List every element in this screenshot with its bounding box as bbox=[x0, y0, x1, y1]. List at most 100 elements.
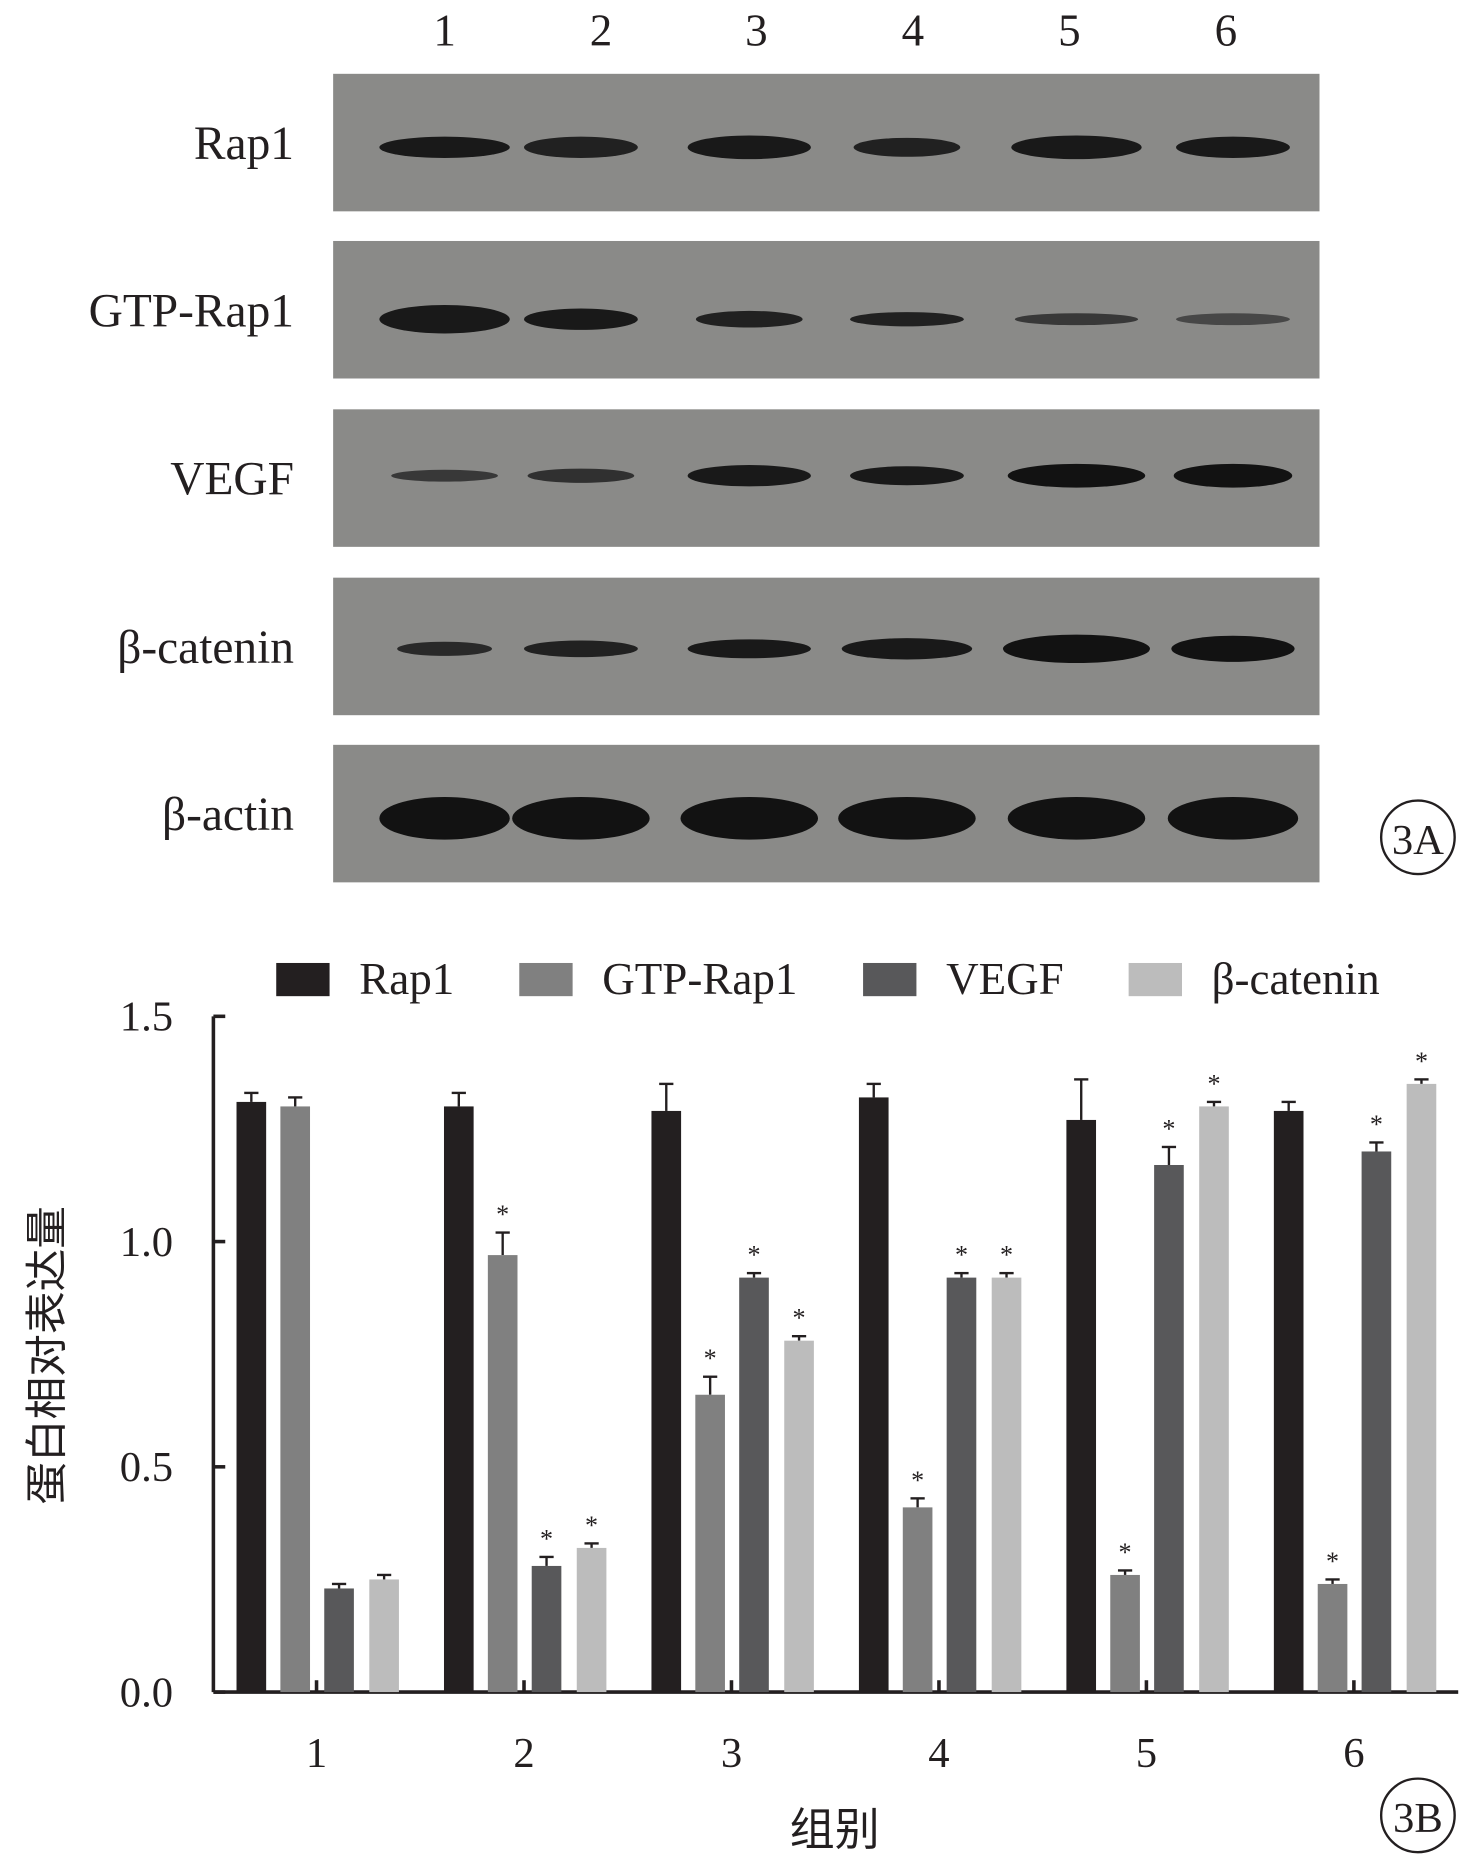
legend-swatch bbox=[276, 962, 330, 997]
protein-band bbox=[1007, 463, 1146, 488]
legend-label: GTP-Rap1 bbox=[602, 954, 797, 1004]
bar-gtp-rap1 bbox=[695, 1394, 725, 1693]
protein-band bbox=[850, 312, 964, 327]
significance-star: * bbox=[585, 1511, 598, 1540]
protein-band bbox=[391, 469, 498, 482]
protein-band bbox=[512, 796, 650, 840]
protein-band bbox=[850, 466, 964, 486]
panel-label-3b: 3B bbox=[1379, 1777, 1456, 1854]
significance-star: * bbox=[1000, 1241, 1013, 1270]
y-axis-label: 蛋白相对表达量 bbox=[23, 1206, 73, 1505]
bar-rap1 bbox=[1066, 1119, 1097, 1693]
significance-star: * bbox=[1207, 1069, 1220, 1098]
blot-row-label: β-catenin bbox=[117, 622, 294, 674]
panel-label-3a-text: 3A bbox=[1392, 817, 1444, 864]
protein-band bbox=[1173, 463, 1293, 488]
protein-band bbox=[687, 465, 811, 487]
lane-label: 1 bbox=[433, 5, 456, 55]
bar--catenin bbox=[576, 1547, 607, 1693]
protein-band bbox=[379, 136, 510, 158]
blot-strip bbox=[333, 240, 1320, 379]
significance-star: * bbox=[1326, 1547, 1339, 1576]
lane-label: 5 bbox=[1058, 5, 1081, 55]
significance-star: * bbox=[540, 1524, 553, 1553]
bar-vegf bbox=[739, 1277, 769, 1693]
x-tick-label: 3 bbox=[721, 1730, 742, 1777]
x-tick-label: 1 bbox=[306, 1730, 327, 1777]
bar-vegf bbox=[1154, 1164, 1184, 1693]
y-tick-label: 0.0 bbox=[120, 1669, 173, 1716]
protein-band bbox=[524, 136, 638, 158]
bar-rap1 bbox=[651, 1110, 682, 1693]
bar-vegf bbox=[946, 1277, 977, 1693]
protein-band bbox=[687, 135, 811, 160]
y-tick-label: 1.5 bbox=[120, 994, 173, 1041]
significance-star: * bbox=[1119, 1538, 1132, 1567]
blot-strip bbox=[333, 577, 1320, 716]
lane-label: 2 bbox=[590, 5, 613, 55]
significance-star: * bbox=[704, 1344, 717, 1373]
bar--catenin bbox=[1199, 1106, 1229, 1693]
legend-label: β-catenin bbox=[1212, 954, 1380, 1004]
legend-label: VEGF bbox=[946, 954, 1064, 1004]
protein-band bbox=[841, 638, 973, 660]
protein-band bbox=[379, 796, 510, 840]
legend-label: Rap1 bbox=[359, 954, 454, 1004]
blot-row-label: VEGF bbox=[170, 454, 294, 506]
bar--catenin bbox=[784, 1340, 814, 1693]
bar--catenin bbox=[991, 1277, 1022, 1693]
bar-vegf bbox=[1361, 1151, 1392, 1693]
protein-band bbox=[695, 310, 803, 328]
legend-swatch bbox=[1128, 962, 1182, 997]
x-axis-label: 组别 bbox=[790, 1803, 880, 1856]
blot-row-label: GTP-Rap1 bbox=[89, 285, 294, 337]
bar-rap1 bbox=[858, 1097, 889, 1693]
y-tick-label: 0.5 bbox=[120, 1444, 173, 1491]
significance-star: * bbox=[747, 1241, 760, 1270]
protein-band bbox=[853, 137, 961, 157]
x-tick-label: 4 bbox=[928, 1730, 949, 1777]
protein-band bbox=[1007, 796, 1146, 840]
protein-band bbox=[527, 468, 635, 483]
lane-label: 3 bbox=[745, 5, 768, 55]
blot-row-label: Rap1 bbox=[194, 118, 294, 170]
western-blot-panel: 1 2 3 4 5 6 Rap1 GTP-Rap1 VEGF β-catenin β-actin bbox=[89, 5, 1320, 883]
significance-star: * bbox=[496, 1200, 509, 1229]
bar-rap1 bbox=[443, 1106, 474, 1693]
protein-band bbox=[1176, 313, 1290, 326]
blot-strip bbox=[333, 409, 1320, 547]
bar-rap1 bbox=[236, 1101, 267, 1693]
significance-star: * bbox=[1162, 1114, 1175, 1143]
legend-swatch bbox=[519, 962, 573, 997]
lane-label: 6 bbox=[1215, 5, 1238, 55]
significance-star: * bbox=[1415, 1047, 1428, 1076]
protein-band bbox=[1011, 135, 1142, 160]
protein-band bbox=[397, 641, 492, 656]
bar--catenin bbox=[1406, 1083, 1437, 1693]
protein-band bbox=[687, 639, 811, 659]
protein-band bbox=[1167, 796, 1299, 840]
blot-row-label: β-actin bbox=[162, 789, 294, 841]
protein-band bbox=[379, 304, 510, 334]
protein-band bbox=[524, 308, 638, 330]
bar-chart: 0.0 0.5 1.0 1.5 1 2 3 4 5 6 * * * * * * * * * * * * * * * Rap1 GTP… bbox=[23, 954, 1459, 1856]
protein-band bbox=[1002, 634, 1150, 664]
bar-vegf bbox=[324, 1588, 354, 1693]
legend-swatch bbox=[863, 962, 917, 997]
panel-label-3b-text: 3B bbox=[1393, 1795, 1443, 1842]
protein-band bbox=[524, 640, 638, 658]
x-tick-label: 2 bbox=[513, 1730, 534, 1777]
panel-label-3a: 3A bbox=[1379, 799, 1456, 876]
bar-rap1 bbox=[1273, 1110, 1304, 1693]
bar-gtp-rap1 bbox=[1317, 1583, 1348, 1693]
y-tick-label: 1.0 bbox=[120, 1219, 173, 1266]
protein-band bbox=[1176, 136, 1290, 158]
lane-label: 4 bbox=[902, 5, 925, 55]
bar-gtp-rap1 bbox=[1110, 1574, 1140, 1693]
significance-star: * bbox=[1370, 1110, 1383, 1139]
protein-band bbox=[838, 796, 976, 840]
protein-band bbox=[1171, 635, 1295, 662]
x-tick-label: 6 bbox=[1343, 1730, 1364, 1777]
bar--catenin bbox=[369, 1579, 399, 1693]
